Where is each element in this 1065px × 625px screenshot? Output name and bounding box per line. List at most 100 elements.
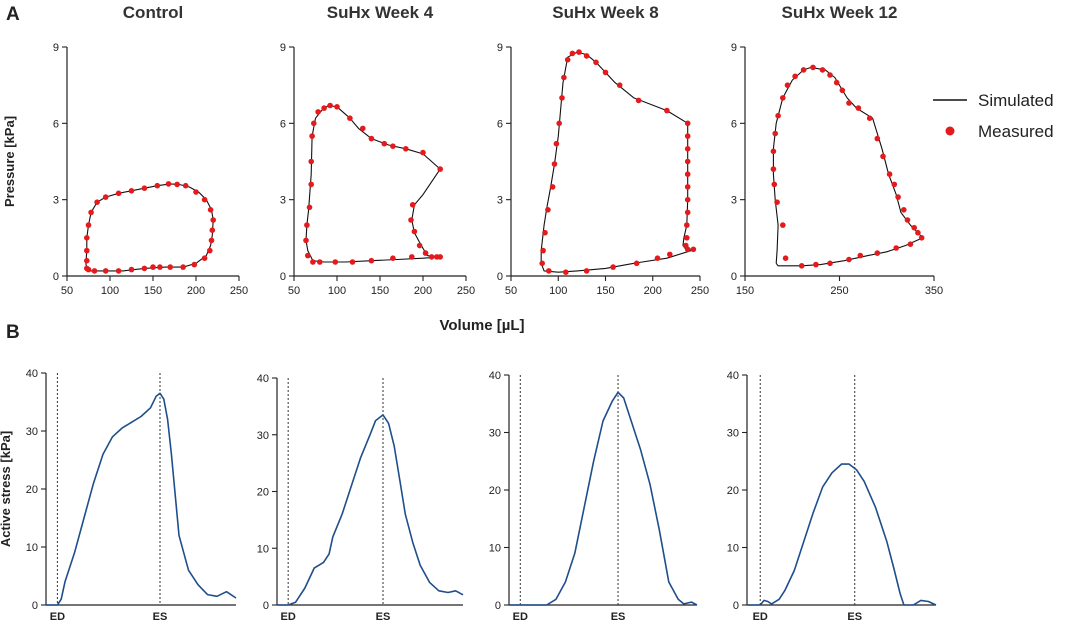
measured-point (792, 73, 798, 80)
y-tick-label: 30 (257, 430, 269, 442)
marker-label-es: ES (611, 611, 626, 623)
measured-point (154, 182, 161, 189)
measured-point (855, 105, 862, 111)
measured-point (91, 268, 98, 274)
marker-label-es: ES (376, 611, 391, 623)
measured-point (784, 82, 791, 88)
x-tick-label: 350 (925, 285, 943, 297)
y-tick-label: 0 (733, 600, 739, 612)
measured-point (403, 146, 409, 152)
measured-point (207, 247, 213, 254)
measured-point (115, 268, 122, 274)
measured-point (303, 237, 309, 244)
measured-point (390, 255, 396, 261)
x-tick-label: 100 (328, 285, 346, 297)
measured-point (602, 69, 609, 76)
measured-point (368, 135, 375, 142)
pv-loop-chart-1: 0 3 6 9 50 100 150 200 250 Control Pressure [kPa] (2, 3, 248, 297)
measured-point (880, 153, 886, 160)
measured-point (409, 202, 416, 208)
measured-point (904, 217, 911, 223)
measured-point (193, 189, 199, 195)
measured-point (368, 257, 375, 264)
measured-point (408, 217, 414, 223)
x-tick-label: 150 (371, 285, 389, 297)
measured-point (559, 95, 565, 101)
legend-measured-swatch (945, 126, 955, 136)
measured-point (561, 74, 567, 81)
measured-point (549, 184, 556, 190)
y-tick-label: 0 (53, 271, 59, 283)
measured-point (84, 257, 90, 264)
measured-point (411, 228, 418, 235)
measured-point (866, 115, 873, 121)
y-tick-label: 40 (257, 373, 269, 385)
measured-point (416, 242, 423, 249)
measured-point (167, 264, 173, 270)
y-tick-label: 30 (727, 428, 739, 440)
measured-point (165, 181, 172, 187)
measured-point (564, 56, 571, 63)
measured-point (94, 199, 100, 205)
measured-point (317, 259, 323, 265)
measured-point (551, 161, 558, 167)
pv-loop-chart-4: 0 3 6 9 150 250 350 SuHx Week 12 (731, 3, 943, 297)
measured-point (102, 194, 109, 200)
y-tick-label: 40 (26, 368, 38, 380)
measured-point (684, 222, 690, 228)
measured-point (305, 252, 311, 259)
x-tick-label: 50 (61, 285, 73, 297)
measured-point (546, 268, 552, 274)
y-tick-label: 9 (731, 42, 737, 54)
y-tick-label: 0 (32, 600, 38, 612)
x-tick-label: 250 (691, 285, 709, 297)
measured-point (381, 140, 388, 147)
measured-point (667, 251, 673, 258)
active-stress-line (277, 414, 464, 606)
y-tick-label: 20 (26, 484, 38, 496)
y-tick-label: 0 (497, 271, 503, 283)
y-tick-label: 40 (727, 370, 739, 382)
x-tick-label: 250 (457, 285, 475, 297)
measured-point (128, 188, 135, 194)
x-tick-label: 200 (187, 285, 205, 297)
measured-point (422, 250, 429, 256)
legend-simulated-label: Simulated (978, 91, 1054, 110)
y-tick-label: 40 (489, 370, 501, 382)
x-tick-label: 50 (505, 285, 517, 297)
shared-x-axis-label: Volume [µL] (439, 317, 524, 334)
y-tick-label: 9 (497, 42, 503, 54)
measured-point (84, 247, 90, 254)
y-axis-label: Pressure [kPa] (2, 116, 17, 207)
measured-point (583, 53, 590, 59)
measured-point (115, 190, 122, 197)
measured-point (420, 149, 426, 156)
marker-label-ed: ED (281, 611, 296, 623)
measured-point (311, 120, 317, 127)
measured-point (857, 252, 864, 259)
measured-point (911, 224, 917, 231)
measured-point (593, 59, 599, 66)
legend-measured-label: Measured (978, 122, 1054, 141)
measured-point (182, 182, 189, 189)
marker-label-es: ES (153, 611, 168, 623)
y-tick-label: 10 (26, 542, 38, 554)
measured-point (209, 227, 216, 233)
measured-point (772, 130, 778, 137)
x-tick-label: 50 (288, 285, 300, 297)
measured-point (334, 104, 340, 110)
measured-point (150, 264, 156, 270)
measured-point (684, 146, 691, 152)
measured-point (210, 217, 216, 223)
measured-point (563, 269, 569, 276)
active-stress-line (747, 463, 937, 606)
measured-point (684, 184, 691, 190)
y-tick-label: 0 (280, 271, 286, 283)
marker-label-ed: ED (513, 611, 528, 623)
measured-point (915, 229, 921, 236)
marker-label-es: ES (847, 611, 862, 623)
measured-point (684, 158, 691, 165)
measured-point (201, 196, 208, 203)
measured-point (191, 261, 198, 268)
measured-point (684, 196, 691, 203)
